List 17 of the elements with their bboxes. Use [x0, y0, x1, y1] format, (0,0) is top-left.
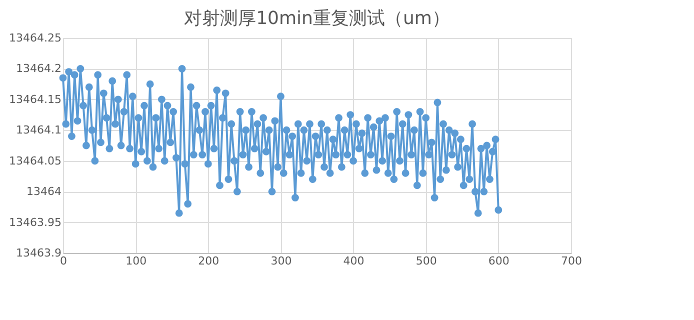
x-tick-label: 600 [488, 254, 510, 268]
y-tick-label: 13464.2 [16, 62, 62, 76]
y-tick-label: 13463.95 [9, 216, 62, 229]
x-tick-label: 700 [561, 254, 582, 268]
x-tick-label: 200 [198, 254, 220, 268]
y-tick-label: 13464.1 [16, 124, 62, 137]
y-tick-label: 13464.05 [9, 154, 62, 168]
y-tick-label: 13463.9 [16, 246, 62, 260]
y-tick-label: 13464.25 [9, 32, 62, 44]
chart-title: 对射测厚10min重复测试（um） [184, 8, 450, 29]
x-tick-label: 500 [416, 254, 437, 268]
x-tick-label: 100 [126, 254, 147, 268]
y-tick-label: 13464.15 [9, 92, 62, 106]
x-tick-label: 0 [60, 254, 67, 268]
x-tick-label: 300 [270, 254, 292, 268]
y-tick-label: 13464 [26, 185, 62, 198]
x-tick-label: 400 [343, 254, 364, 268]
